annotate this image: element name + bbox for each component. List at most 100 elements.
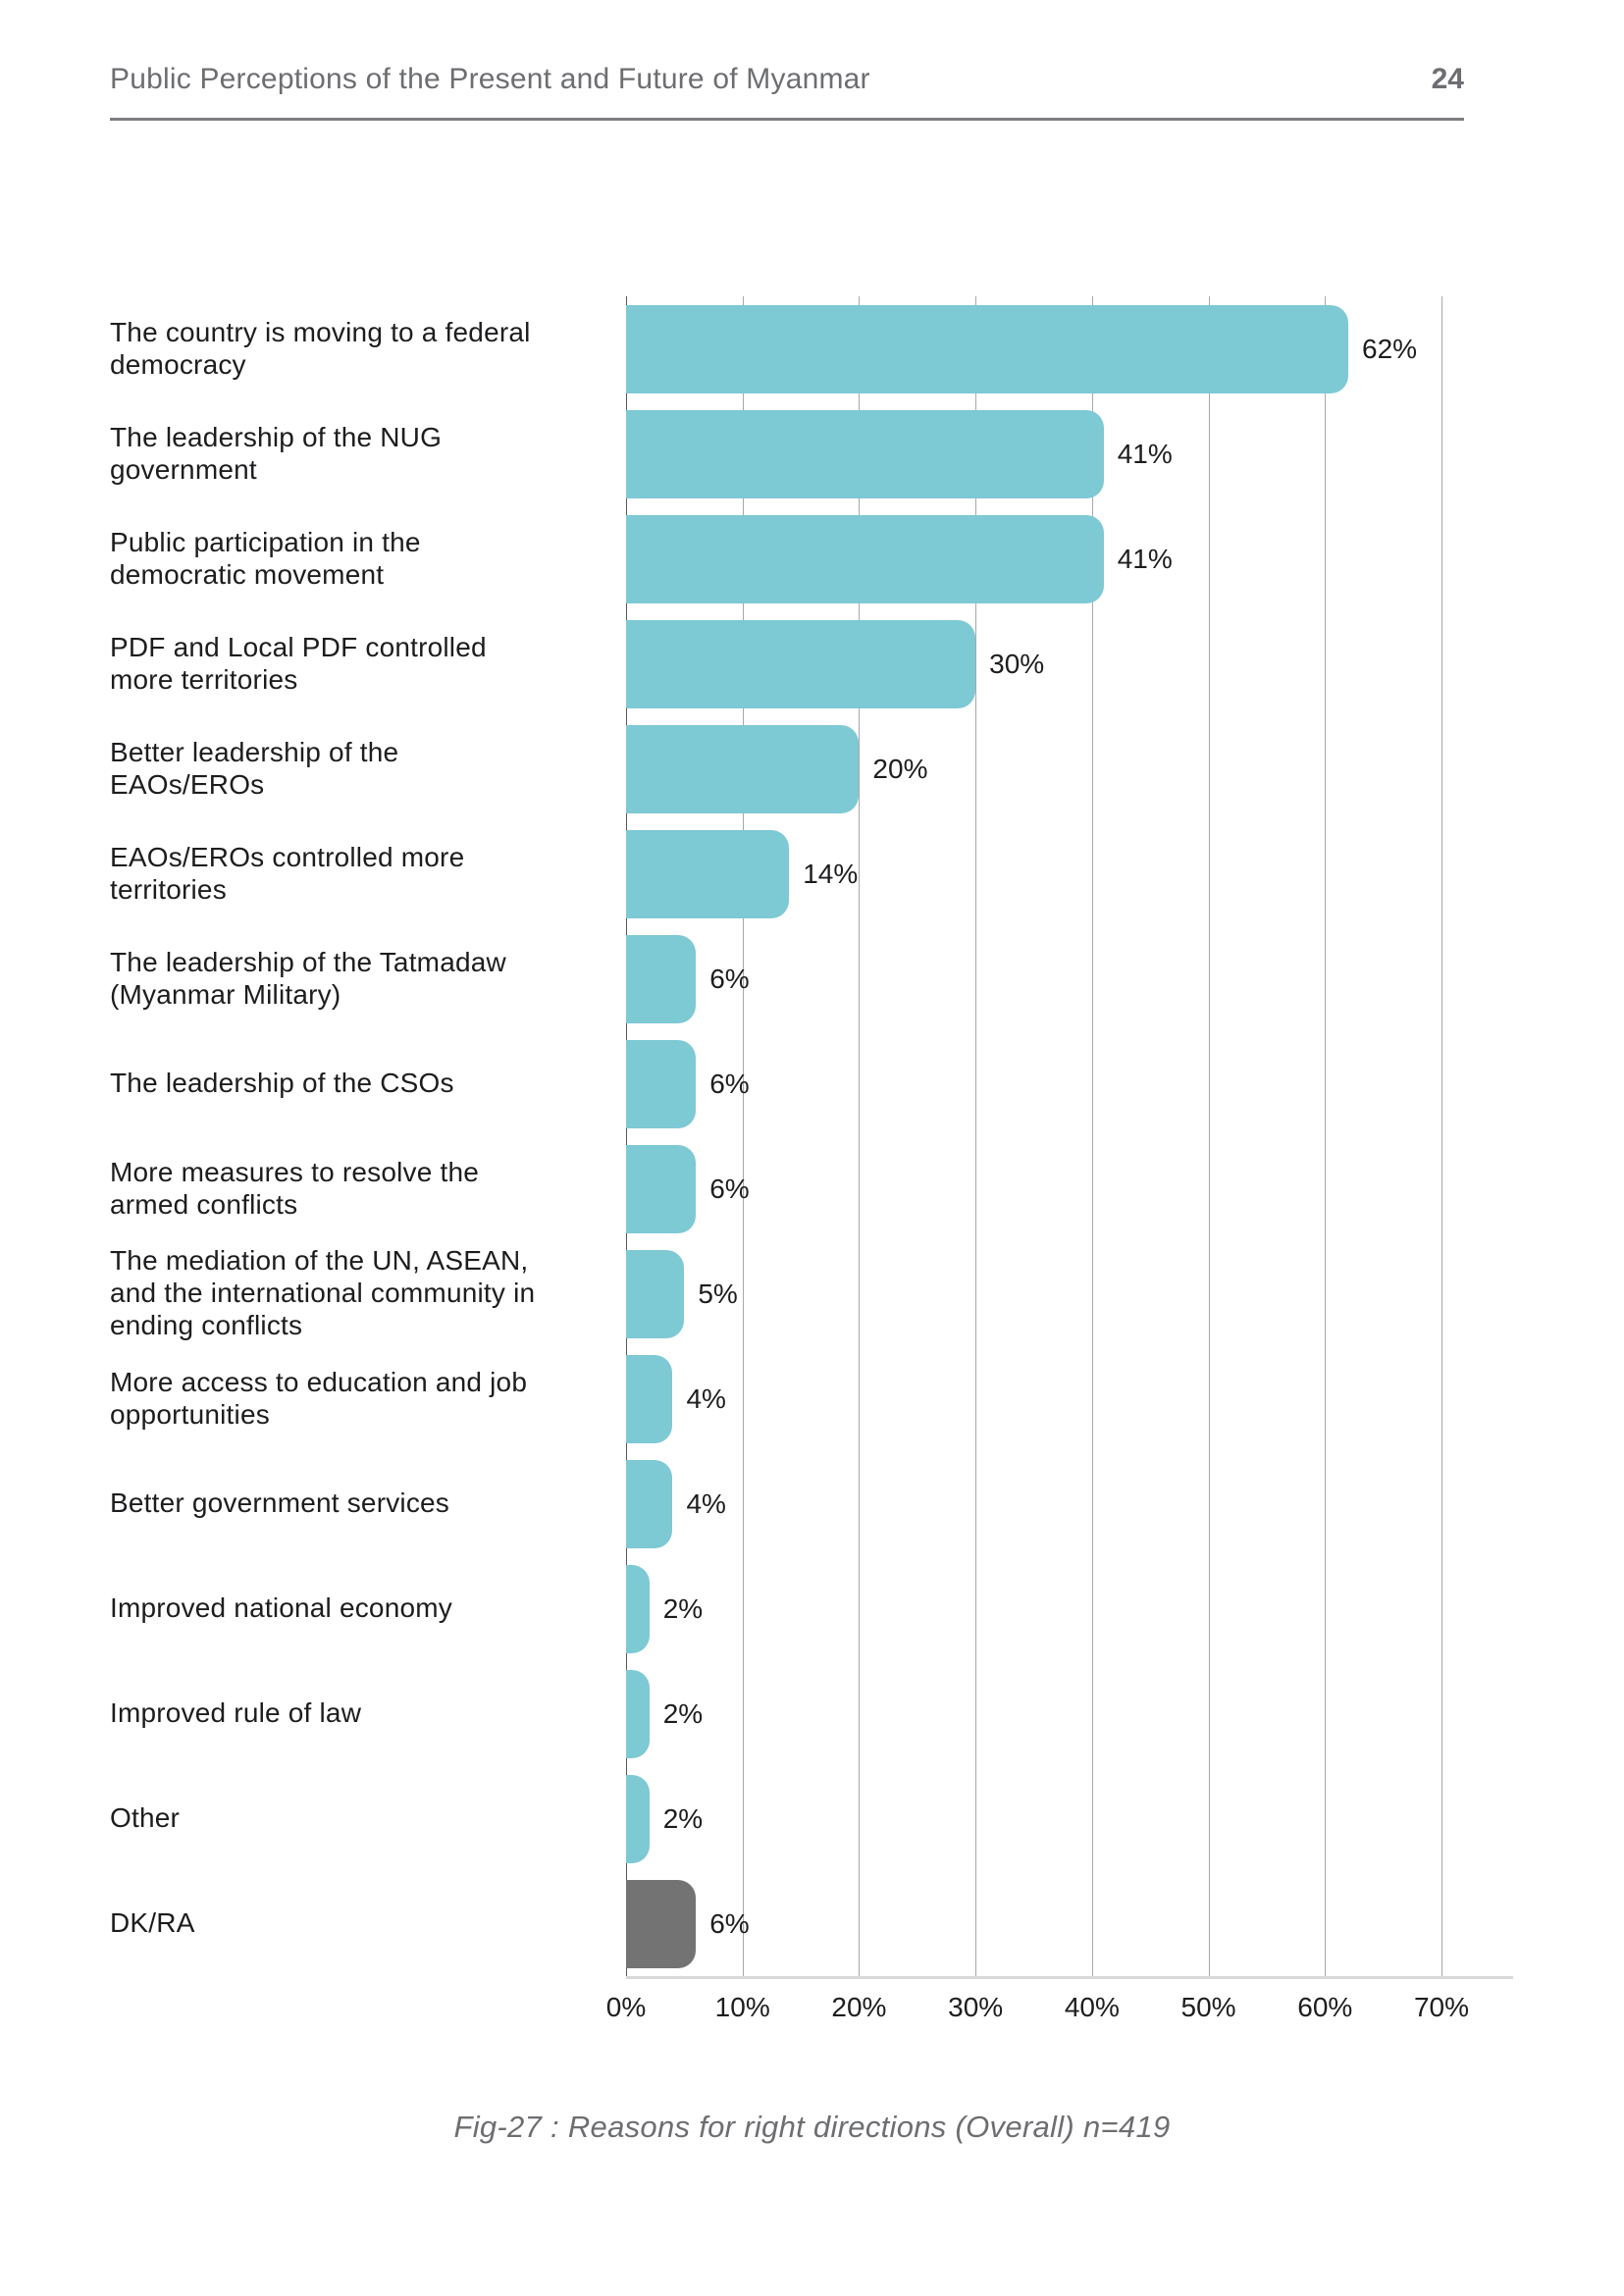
page-number: 24 (1431, 63, 1464, 95)
category-label: The country is moving to a federal democ… (110, 316, 531, 380)
page-header: Public Perceptions of the Present and Fu… (110, 63, 1464, 121)
value-label: 6% (709, 1173, 750, 1204)
bar-track: 6% (626, 1879, 1513, 1968)
value-label: 14% (803, 858, 859, 889)
bar-chart: The country is moving to a federal democ… (110, 296, 1513, 2022)
bar-track: 30% (626, 619, 1513, 708)
gridline-10% (742, 296, 744, 1976)
bar-4 (626, 619, 976, 708)
chart-row: The leadership of the Tatmadaw (Myanmar … (110, 926, 1513, 1031)
x-tick-label: 30% (948, 1992, 1004, 2022)
bar-3 (626, 514, 1104, 603)
bar-track: 6% (626, 1144, 1513, 1233)
category-label: The leadership of the Tatmadaw (Myanmar … (110, 946, 506, 1010)
category-label: Better leadership of the EAOs/EROs (110, 736, 399, 800)
bar-9 (626, 1144, 697, 1233)
value-label: 30% (989, 648, 1045, 679)
chart-row: Improved national economy 2% (110, 1556, 1513, 1661)
x-tick-label: 60% (1297, 1992, 1353, 2022)
bar-track: 4% (626, 1459, 1513, 1548)
chart-row: The country is moving to a federal democ… (110, 296, 1513, 401)
value-label: 6% (709, 963, 750, 994)
figure-caption: Fig-27 : Reasons for right directions (O… (453, 2110, 1171, 2144)
page-header-title: Public Perceptions of the Present and Fu… (110, 63, 870, 95)
bar-14 (626, 1669, 650, 1758)
bar-8 (626, 1039, 697, 1128)
bar-11 (626, 1354, 673, 1443)
value-label: 5% (698, 1278, 738, 1309)
bar-track: 62% (626, 304, 1513, 393)
bar-track: 2% (626, 1564, 1513, 1653)
x-tick-label: 20% (831, 1992, 887, 2022)
value-label: 41% (1117, 543, 1173, 574)
value-label: 2% (662, 1697, 704, 1729)
category-label: The mediation of the UN, ASEAN, and the … (110, 1245, 536, 1340)
bar-10 (626, 1249, 685, 1338)
bar-track: 20% (626, 724, 1513, 813)
category-label: EAOs/EROs controlled more territories (110, 841, 465, 905)
chart-row: DK/RA 6% (110, 1871, 1513, 1976)
value-label: 4% (686, 1383, 726, 1414)
category-label: The leadership of the CSOs (110, 1068, 454, 1099)
bar-2 (626, 409, 1104, 498)
bar-13 (626, 1564, 650, 1653)
chart-row: Improved rule of law 2% (110, 1661, 1513, 1766)
bar-track: 2% (626, 1669, 1513, 1758)
gridline-60% (1325, 296, 1327, 1976)
bar-track: 2% (626, 1774, 1513, 1863)
gridline-20% (859, 296, 861, 1976)
category-label: PDF and Local PDF controlled more territ… (110, 631, 487, 695)
bar-5 (626, 724, 860, 813)
bar-15 (626, 1774, 650, 1863)
chart-rows: The country is moving to a federal democ… (110, 296, 1513, 1976)
x-tick-label: 40% (1064, 1992, 1120, 2022)
category-label: DK/RA (110, 1907, 195, 1939)
x-tick-label: 70% (1413, 1992, 1470, 2022)
x-axis-line (626, 1976, 1513, 1979)
x-axis-tick-labels: 0% 10% 20% 30% 40% 50% 60% 70% (606, 1992, 1469, 2033)
bar-track: 41% (626, 409, 1513, 498)
chart-gridlines (626, 296, 1442, 1976)
chart-row: PDF and Local PDF controlled more territ… (110, 611, 1513, 716)
bar-12 (626, 1459, 673, 1548)
bar-7 (626, 934, 697, 1023)
category-label: Public participation in the democratic m… (110, 526, 421, 590)
chart-row: The leadership of the NUG government 41% (110, 401, 1513, 506)
chart-row: EAOs/EROs controlled more territories 14% (110, 821, 1513, 926)
value-label: 2% (662, 1592, 704, 1624)
value-label: 62% (1362, 333, 1418, 364)
gridline-70% (1441, 296, 1442, 1976)
category-label: More access to education and job opportu… (110, 1366, 528, 1430)
value-label: 41% (1117, 438, 1173, 469)
chart-row: Other 2% (110, 1766, 1513, 1871)
gridline-40% (1091, 296, 1093, 1976)
value-label: 2% (662, 1802, 704, 1834)
x-tick-label: 0% (605, 1992, 647, 2022)
chart-row: The leadership of the CSOs 6% (110, 1031, 1513, 1136)
category-label: More measures to resolve the armed confl… (110, 1156, 479, 1220)
x-tick-label: 50% (1180, 1992, 1236, 2022)
bar-track: 14% (626, 829, 1513, 918)
bar-1 (626, 304, 1349, 393)
bar-track: 4% (626, 1354, 1513, 1443)
gridline-30% (975, 296, 977, 1976)
chart-row: More measures to resolve the armed confl… (110, 1136, 1513, 1241)
chart-row: Public participation in the democratic m… (110, 506, 1513, 611)
bar-16 (626, 1879, 697, 1968)
bar-6 (626, 829, 790, 918)
value-label: 20% (872, 753, 928, 784)
category-label: Improved rule of law (110, 1697, 362, 1729)
category-label: The leadership of the NUG government (110, 421, 443, 485)
category-label: Better government services (110, 1487, 450, 1519)
chart-row: Better government services 4% (110, 1451, 1513, 1556)
bar-track: 6% (626, 1039, 1513, 1128)
chart-row: More access to education and job opportu… (110, 1346, 1513, 1451)
x-tick-label: 10% (714, 1992, 770, 2022)
gridline-50% (1208, 296, 1210, 1976)
category-label: Other (110, 1802, 181, 1834)
chart-row: Better leadership of the EAOs/EROs 20% (110, 716, 1513, 821)
bar-track: 6% (626, 934, 1513, 1023)
bar-track: 41% (626, 514, 1513, 603)
value-label: 4% (686, 1487, 726, 1519)
